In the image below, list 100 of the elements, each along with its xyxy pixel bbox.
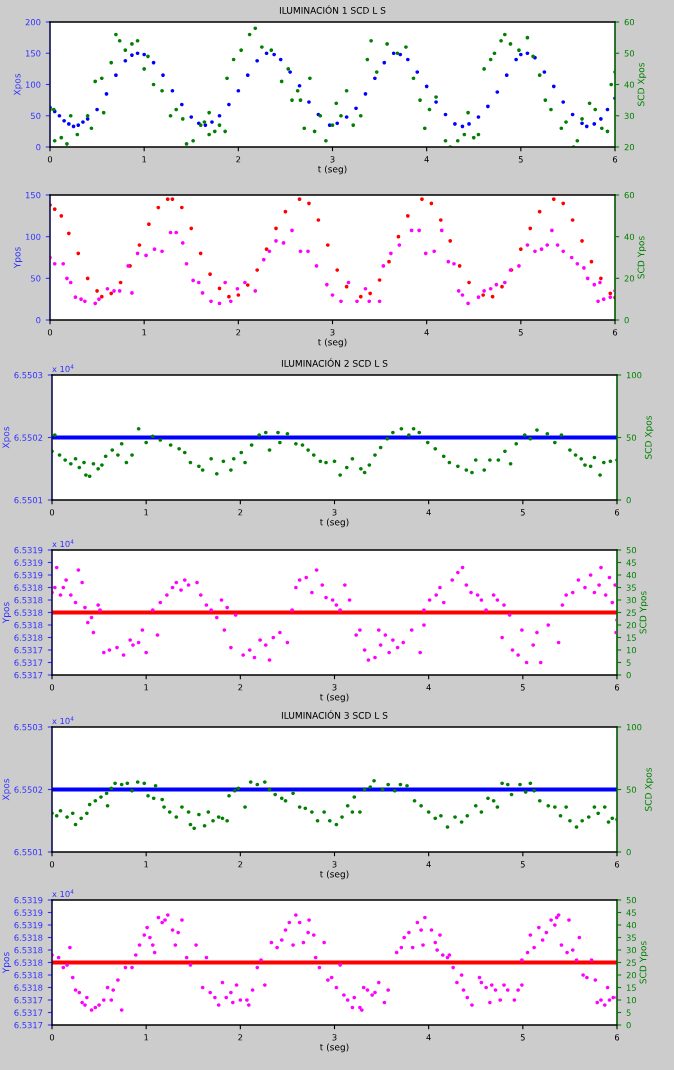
x-tick-label: 2 <box>236 156 241 163</box>
x-tick-label: 3 <box>332 1034 337 1041</box>
y-tick-label: 6.5317 <box>14 659 43 666</box>
y2-tick-label: 0 <box>626 848 631 856</box>
x-tick-label: 6 <box>614 1034 620 1041</box>
x-tick-label: 6 <box>614 509 620 516</box>
y2-tick-label: 40 <box>626 921 637 929</box>
y-tick-label: 6.5318 <box>14 946 43 954</box>
y2-axis-title: SCD Xpos <box>644 415 654 459</box>
x-tick-label: 4 <box>424 156 429 163</box>
y2-tick-label: 20 <box>624 143 635 151</box>
x-axis-title: t (seg) <box>320 1043 349 1053</box>
y2-tick-label: 10 <box>626 996 637 1004</box>
y-tick-label: 6.5318 <box>14 959 43 966</box>
y-axis-title: Xpos <box>2 778 12 801</box>
y-tick-label: 6.5318 <box>14 584 43 591</box>
x-tick-label: 4 <box>426 684 431 691</box>
y-tick-label: 6.5319 <box>14 896 43 904</box>
x-tick-label: 6 <box>614 861 620 868</box>
y2-axis-title: SCD Xpos <box>637 62 647 106</box>
y2-tick-label: 50 <box>626 546 637 554</box>
y-tick-label: 150 <box>25 50 41 57</box>
x-axis-title: t (seg) <box>320 870 349 880</box>
y2-tick-label: 40 <box>624 81 635 88</box>
x-tick-label: 4 <box>426 861 431 868</box>
y-tick-label: 6.5502 <box>14 786 43 793</box>
y-axis-title: Xpos <box>2 426 12 449</box>
y-axis-title: Ypos <box>2 952 12 974</box>
x-tick-label: 0 <box>49 1034 55 1041</box>
y-tick-label: 6.5319 <box>14 559 43 566</box>
y2-tick-label: 50 <box>626 896 637 904</box>
x-tick-label: 0 <box>49 509 55 516</box>
y2-tick-label: 0 <box>626 496 631 504</box>
y2-tick-label: 30 <box>624 112 635 120</box>
y2-tick-label: 35 <box>626 934 636 941</box>
y2-tick-label: 25 <box>626 959 636 966</box>
y2-tick-label: 0 <box>626 671 631 679</box>
x-tick-label: 0 <box>47 156 53 163</box>
y-tick-label: 6.5317 <box>14 1009 43 1016</box>
y-tick-label: 0 <box>36 143 41 151</box>
y-tick-label: 50 <box>31 112 41 120</box>
x-tick-label: 3 <box>332 509 337 516</box>
x-tick-label: 5 <box>520 509 525 516</box>
y2-axis-title: SCD Xpos <box>644 767 654 811</box>
y2-tick-label: 20 <box>624 275 635 282</box>
x-tick-label: 3 <box>332 861 337 868</box>
y2-tick-label: 5 <box>626 1009 631 1016</box>
y2-axis-title: SCD Ypos <box>639 591 649 634</box>
y-tick-label: 6.5502 <box>14 434 43 441</box>
y2-tick-label: 45 <box>626 559 636 566</box>
y-tick-label: 0 <box>36 316 41 324</box>
x-tick-label: 2 <box>238 1034 243 1041</box>
x-tick-label: 1 <box>142 156 147 163</box>
y2-tick-label: 20 <box>626 621 637 629</box>
chart-title: ILUMINACIÓN 3 SCD L S <box>281 710 388 719</box>
x-tick-label: 1 <box>144 509 149 516</box>
y-tick-label: 100 <box>25 81 41 88</box>
text: x 10$^{4}$ <box>52 889 74 898</box>
y-tick-label: 150 <box>25 191 41 199</box>
y2-tick-label: 5 <box>626 659 631 666</box>
y-tick-label: 6.5317 <box>14 646 43 654</box>
y-tick-label: 6.5319 <box>14 571 43 579</box>
x-tick-label: 3 <box>330 156 335 163</box>
text: x 10$^{4}$ <box>52 364 74 373</box>
y-tick-label: 6.5318 <box>14 984 43 991</box>
y-axis-title: Ypos <box>2 602 12 624</box>
y-tick-label: 6.5318 <box>14 934 43 941</box>
x-tick-label: 6 <box>612 329 618 336</box>
y2-tick-label: 45 <box>626 909 636 916</box>
x-tick-label: 1 <box>142 329 147 336</box>
y-tick-label: 6.5319 <box>14 921 43 929</box>
x-tick-label: 4 <box>426 509 431 516</box>
y2-tick-label: 50 <box>624 50 635 57</box>
x-tick-label: 0 <box>49 861 55 868</box>
y2-tick-label: 60 <box>624 18 635 26</box>
y-tick-label: 6.5318 <box>14 621 43 629</box>
y-tick-label: 6.5503 <box>14 371 43 379</box>
x-tick-label: 5 <box>518 329 523 336</box>
y2-tick-label: 40 <box>624 233 635 240</box>
x-tick-label: 2 <box>238 861 243 868</box>
y2-tick-label: 50 <box>626 786 637 793</box>
x-tick-label: 6 <box>614 684 620 691</box>
x-tick-label: 5 <box>520 1034 525 1041</box>
y-tick-label: 200 <box>25 18 41 26</box>
y-tick-label: 6.5317 <box>14 671 43 679</box>
chart-title: ILUMINACIÓN 1 SCD L S <box>279 5 386 14</box>
y2-tick-label: 40 <box>626 571 637 579</box>
x-axis-title: t (seg) <box>320 518 349 528</box>
y-tick-label: 6.5317 <box>14 996 43 1004</box>
y2-tick-label: 100 <box>626 723 642 731</box>
y-tick-label: 6.5503 <box>14 723 43 731</box>
y-axis-title: Xpos <box>13 73 23 96</box>
y2-axis-title: SCD Ypos <box>637 236 647 279</box>
x-tick-label: 4 <box>424 329 429 336</box>
text: x 10$^{4}$ <box>52 539 74 548</box>
x-tick-label: 5 <box>518 156 523 163</box>
x-axis-title: t (seg) <box>318 165 347 175</box>
y-tick-label: 6.5317 <box>14 1021 43 1029</box>
y-tick-label: 6.5501 <box>14 496 43 504</box>
x-axis-title: t (seg) <box>320 693 349 703</box>
